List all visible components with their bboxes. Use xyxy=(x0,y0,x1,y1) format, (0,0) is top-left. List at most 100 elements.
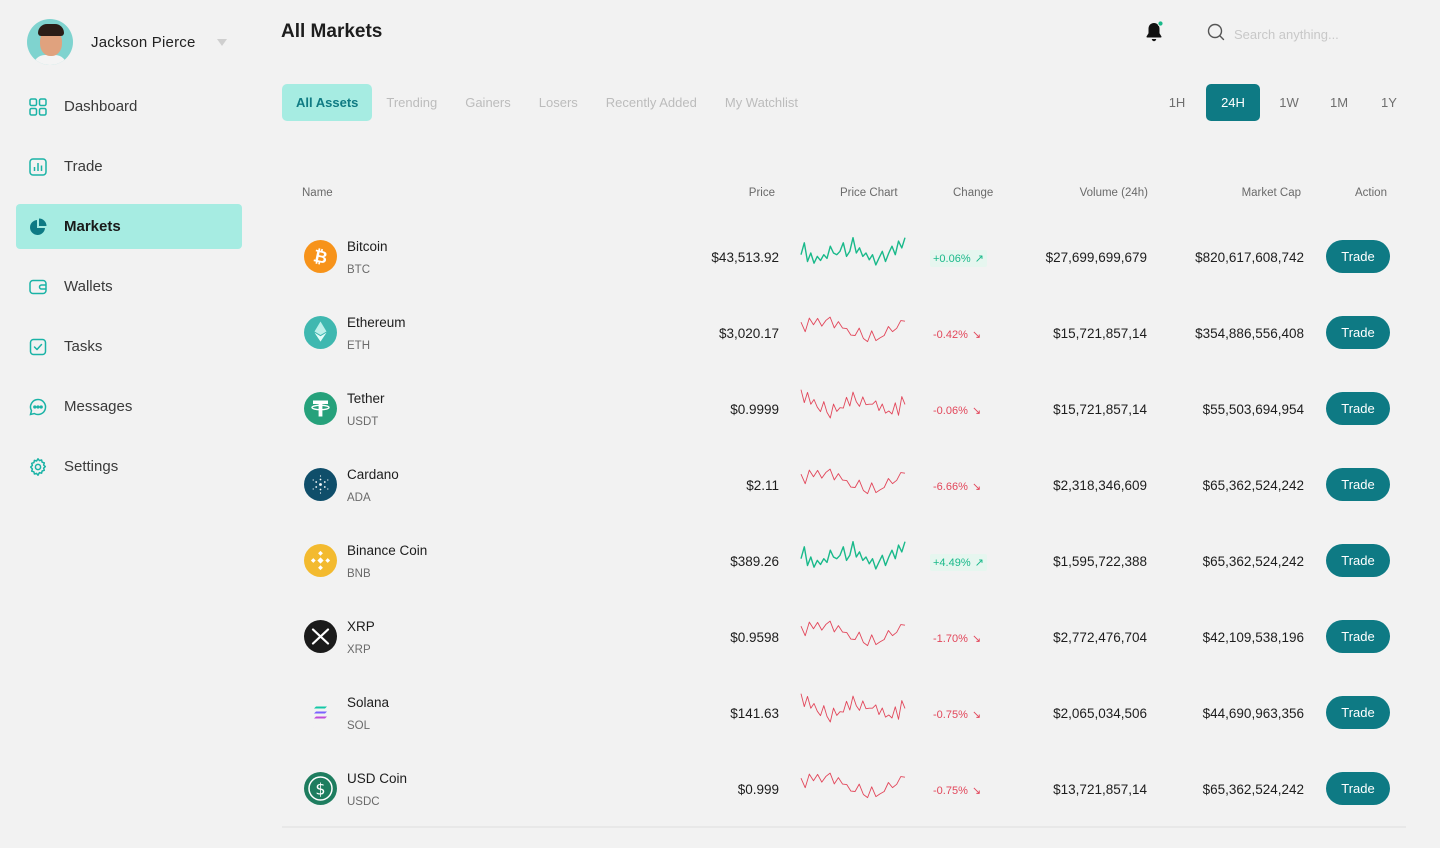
range-1w[interactable]: 1W xyxy=(1279,95,1299,110)
tether-icon xyxy=(304,392,337,425)
market-filter-tabs: All Assets Trending Gainers Losers Recently … xyxy=(282,84,812,121)
sidebar: Jackson Pierce Dashboard Trade Markets Wall… xyxy=(0,0,258,848)
chart-icon xyxy=(28,157,48,177)
tab-recently-added[interactable]: Recently Added xyxy=(605,95,697,110)
trade-button[interactable]: Trade xyxy=(1326,544,1390,577)
coin-name: Tether xyxy=(347,391,385,406)
sidebar-item-dashboard[interactable]: Dashboard xyxy=(16,84,242,129)
sidebar-item-label: Wallets xyxy=(64,278,113,295)
sparkline-path xyxy=(800,316,906,343)
coin-market-cap: $354,886,556,408 xyxy=(1195,326,1304,341)
trade-button[interactable]: Trade xyxy=(1326,392,1390,425)
price-sparkline xyxy=(800,620,906,647)
message-icon xyxy=(28,397,48,417)
change-value: -6.66% xyxy=(933,480,968,493)
tab-trending[interactable]: Trending xyxy=(386,95,438,110)
coin-symbol: USDC xyxy=(347,796,380,808)
search-bar[interactable] xyxy=(1206,22,1404,47)
coin-market-cap: $42,109,538,196 xyxy=(1202,630,1304,645)
ethereum-icon xyxy=(304,316,337,349)
coin-price: $0.999 xyxy=(737,782,779,797)
solana-icon xyxy=(304,696,337,729)
column-header-volume[interactable]: Volume (24h) xyxy=(1079,187,1148,199)
sidebar-item-wallets[interactable]: Wallets xyxy=(16,264,242,309)
coin-name: Cardano xyxy=(347,467,399,482)
gear-icon xyxy=(28,457,48,477)
trade-button[interactable]: Trade xyxy=(1326,316,1390,349)
arrow-down-right-icon: ↘ xyxy=(971,709,982,721)
sparkline-path xyxy=(800,620,906,647)
range-1h[interactable]: 1H xyxy=(1168,95,1186,110)
column-header-change[interactable]: Change xyxy=(953,187,994,199)
cardano-icon xyxy=(304,468,337,501)
price-sparkline xyxy=(800,693,906,723)
coin-price: $3,020.17 xyxy=(718,326,779,341)
arrow-down-right-icon: ↘ xyxy=(971,405,982,417)
range-1y[interactable]: 1Y xyxy=(1381,95,1397,110)
binance-icon xyxy=(304,544,337,577)
arrow-down-right-icon: ↘ xyxy=(971,785,982,797)
sidebar-item-label: Tasks xyxy=(64,338,103,355)
table-row[interactable]: Solana SOL $141.63 -0.75% ↘ $2,065,034,506 $44… xyxy=(282,674,1406,750)
trade-button[interactable]: Trade xyxy=(1326,620,1390,653)
column-header-market-cap[interactable]: Market Cap xyxy=(1241,187,1301,199)
trade-button[interactable]: Trade xyxy=(1326,468,1390,501)
sidebar-item-label: Settings xyxy=(64,458,119,475)
table-row[interactable]: Ethereum ETH $3,020.17 -0.42% ↘ $15,721,857,1… xyxy=(282,294,1406,370)
table-row[interactable]: XRP XRP $0.9598 -1.70% ↘ $2,772,476,704 $42,10… xyxy=(282,598,1406,674)
price-sparkline xyxy=(800,316,906,343)
arrow-down-right-icon: ↘ xyxy=(971,329,982,341)
chevron-down-icon[interactable] xyxy=(217,39,227,46)
sidebar-item-markets[interactable]: Markets xyxy=(16,204,242,249)
sidebar-item-messages[interactable]: Messages xyxy=(16,384,242,429)
tab-losers[interactable]: Losers xyxy=(538,95,578,110)
table-header: Name Price Price Chart Change Volume (24… xyxy=(282,170,1406,218)
arrow-up-right-icon: ↗ xyxy=(974,557,984,569)
trade-button[interactable]: Trade xyxy=(1326,240,1390,273)
coin-name: USD Coin xyxy=(347,771,408,786)
checkbox-icon xyxy=(28,337,48,357)
change-value: +4.49% xyxy=(933,556,971,569)
coin-market-cap: $65,362,524,242 xyxy=(1202,478,1304,493)
sidebar-item-label: Trade xyxy=(64,158,103,175)
usdc-icon: $ xyxy=(304,772,337,805)
search-input[interactable] xyxy=(1234,27,1404,42)
user-name: Jackson Pierce xyxy=(91,33,196,51)
coin-price: $389.26 xyxy=(730,554,779,569)
table-row[interactable]: Tether USDT $0.9999 -0.06% ↘ $15,721,857,14 $5… xyxy=(282,370,1406,446)
table-row[interactable]: $ USD Coin USDC $0.999 -0.75% ↘ $13,721,857,14… xyxy=(282,750,1406,826)
user-profile[interactable]: Jackson Pierce xyxy=(27,19,196,65)
table-row[interactable]: Cardano ADA $2.11 -6.66% ↘ $2,318,346,609 $65,… xyxy=(282,446,1406,522)
tab-gainers[interactable]: Gainers xyxy=(465,95,511,110)
search-icon xyxy=(1206,22,1226,47)
sparkline-path xyxy=(800,236,906,266)
table-divider xyxy=(282,826,1406,828)
table-row[interactable]: Binance Coin BNB $389.26 +4.49% ↗ $1,595,722,… xyxy=(282,522,1406,598)
range-24h[interactable]: 24H xyxy=(1206,84,1260,121)
coin-volume: $2,065,034,506 xyxy=(1053,706,1147,721)
sidebar-item-trade[interactable]: Trade xyxy=(16,144,242,189)
change-value: -0.75% xyxy=(933,708,968,721)
change-badge: -6.66% ↘ xyxy=(930,478,984,495)
trade-button[interactable]: Trade xyxy=(1326,772,1390,805)
change-value: -0.75% xyxy=(933,784,968,797)
sidebar-item-label: Markets xyxy=(64,218,121,235)
price-sparkline xyxy=(800,468,906,495)
column-header-price[interactable]: Price xyxy=(748,187,775,199)
xrp-icon xyxy=(304,620,337,653)
bitcoin-icon: ₿ xyxy=(304,240,337,273)
tab-my-watchlist[interactable]: My Watchlist xyxy=(724,95,799,110)
change-value: -0.06% xyxy=(933,404,968,417)
sidebar-item-tasks[interactable]: Tasks xyxy=(16,324,242,369)
trade-button[interactable]: Trade xyxy=(1326,696,1390,729)
change-badge: +0.06% ↗ xyxy=(930,250,987,267)
column-header-name[interactable]: Name xyxy=(302,187,333,199)
notification-bell-icon[interactable] xyxy=(1142,20,1166,44)
price-sparkline xyxy=(800,540,906,570)
sidebar-item-settings[interactable]: Settings xyxy=(16,444,242,489)
tab-all-assets[interactable]: All Assets xyxy=(282,84,373,121)
range-1m[interactable]: 1M xyxy=(1329,95,1349,110)
coin-symbol: ETH xyxy=(347,340,370,352)
coin-symbol: ADA xyxy=(347,492,371,504)
table-row[interactable]: ₿ Bitcoin BTC $43,513.92 +0.06% ↗ $27,699,699,… xyxy=(282,218,1406,294)
